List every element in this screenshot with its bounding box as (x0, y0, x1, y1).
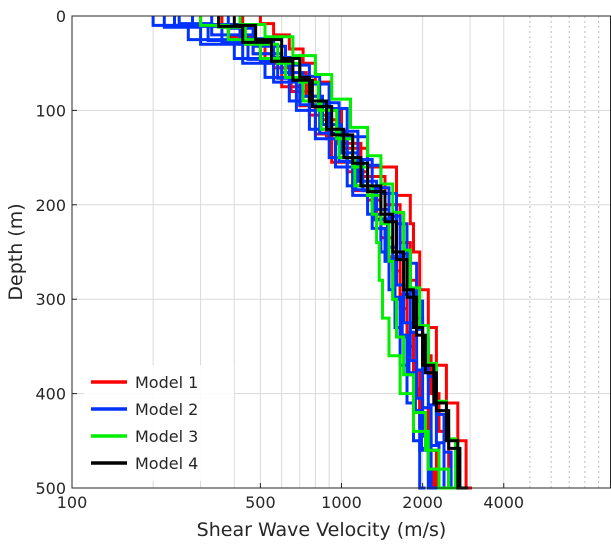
legend-label: Model 1 (135, 373, 198, 392)
legend: Model 1 Model 2 Model 3 Model 4 (84, 365, 234, 481)
legend-label: Model 3 (135, 427, 198, 446)
y-tick-label: 400 (35, 385, 66, 404)
x-tick-label: 2000 (402, 493, 443, 512)
x-tick-label: 500 (245, 493, 276, 512)
x-tick-label: 1000 (321, 493, 362, 512)
x-axis-title: Shear Wave Velocity (m/s) (197, 519, 447, 541)
profile-4-1 (232, 16, 467, 490)
y-tick-label: 100 (35, 101, 66, 120)
y-tick-label: 200 (35, 196, 66, 215)
x-tick-label: 100 (57, 493, 88, 512)
y-axis-title: Depth (m) (5, 203, 27, 300)
y-tick-label: 300 (35, 290, 66, 309)
y-tick-label: 500 (35, 479, 66, 498)
legend-label: Model 2 (135, 400, 198, 419)
profile-4-2 (217, 16, 469, 490)
x-tick-label: 4000 (483, 493, 524, 512)
profile-2-7 (173, 16, 438, 490)
y-tick-label: 0 (56, 7, 66, 26)
legend-label: Model 4 (135, 454, 198, 473)
plot-area (151, 16, 472, 490)
